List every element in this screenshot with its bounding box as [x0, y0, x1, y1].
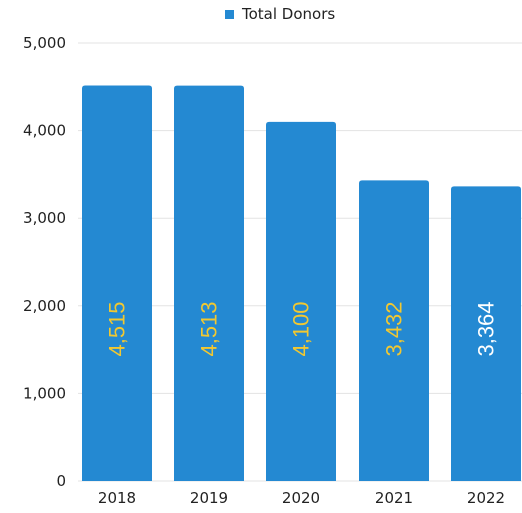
- x-tick-label-2018: 2018: [98, 489, 136, 507]
- bar-value-label-2018: 4,515: [105, 301, 130, 356]
- x-tick-label-2022: 2022: [467, 489, 505, 507]
- bar-value-label-2020: 4,100: [289, 301, 314, 356]
- bar-2020: [266, 121, 336, 481]
- y-tick-label: 4,000: [23, 122, 66, 140]
- legend-label-total-donors: Total Donors: [241, 5, 335, 23]
- y-tick-label: 5,000: [23, 34, 66, 52]
- bar-2022: [451, 186, 521, 481]
- bar-2021: [359, 180, 429, 481]
- x-axis-tick-labels: 2018 2019 2020 2021 2022: [98, 489, 505, 507]
- y-axis-tick-labels: 0 1,000 2,000 3,000 4,000 5,000: [23, 34, 66, 490]
- y-tick-label: 2,000: [23, 297, 66, 315]
- bars: [82, 85, 521, 482]
- bar-value-labels: 4,515 4,513 4,100 3,432 3,364: [105, 301, 499, 356]
- legend-swatch-total-donors: [225, 10, 234, 19]
- bar-2019: [174, 85, 244, 482]
- x-tick-label-2019: 2019: [190, 489, 228, 507]
- legend: Total Donors: [225, 5, 335, 23]
- bar-value-label-2022: 3,364: [474, 301, 499, 356]
- bar-value-label-2021: 3,432: [382, 301, 407, 356]
- y-tick-label: 1,000: [23, 384, 66, 402]
- x-tick-label-2021: 2021: [375, 489, 413, 507]
- bar-2018: [82, 85, 152, 482]
- bar-value-label-2019: 4,513: [197, 301, 222, 356]
- y-tick-label: 3,000: [23, 209, 66, 227]
- y-tick-label: 0: [56, 472, 66, 490]
- x-tick-label-2020: 2020: [282, 489, 320, 507]
